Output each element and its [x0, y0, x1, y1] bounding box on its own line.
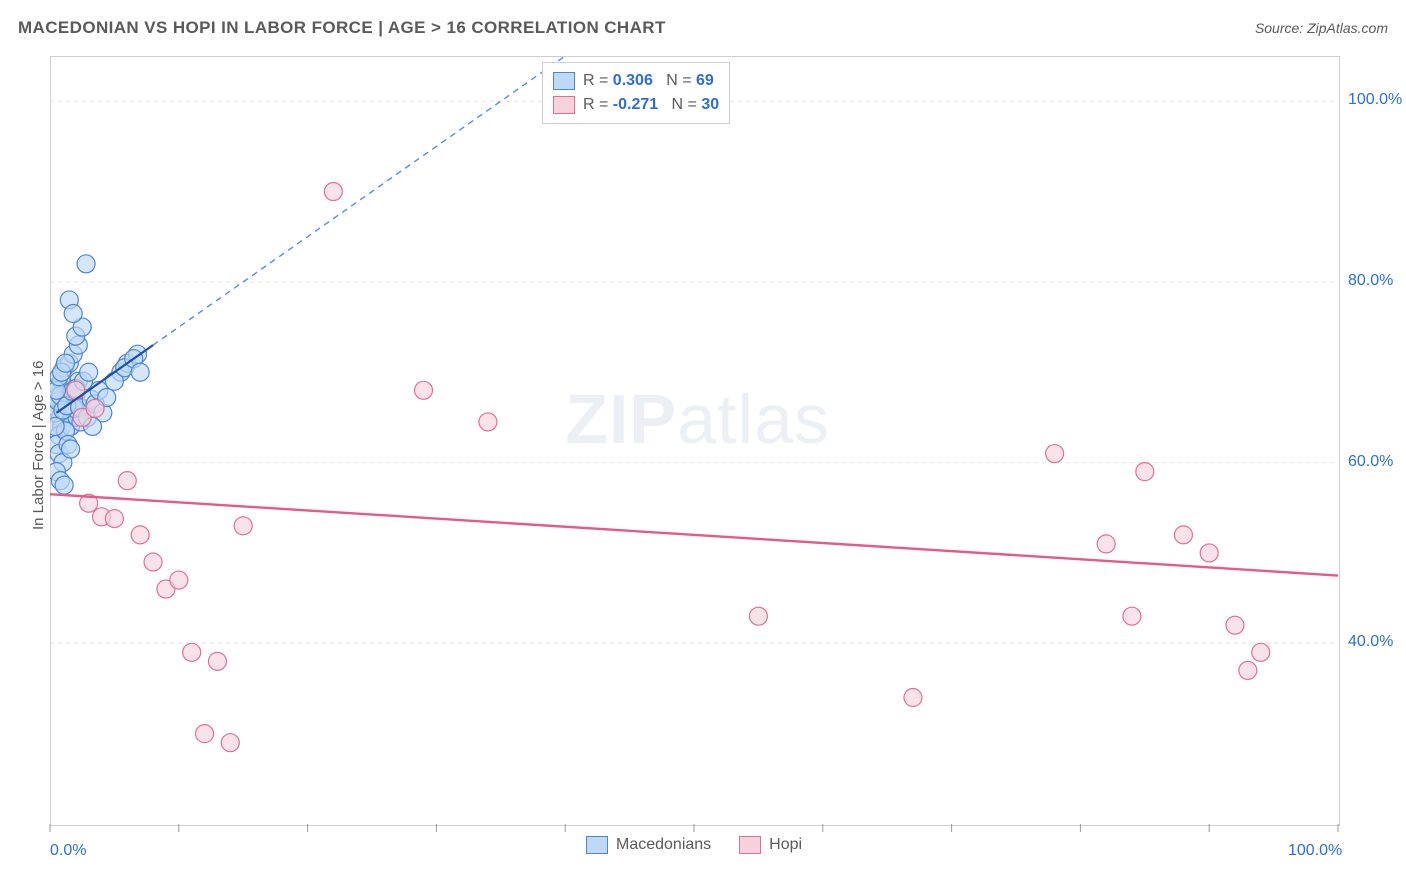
chart-source: Source: ZipAtlas.com	[1255, 20, 1388, 36]
y-tick-label: 40.0%	[1348, 633, 1393, 651]
legend-stats: R = 0.306 N = 69	[583, 72, 714, 90]
legend-swatch	[553, 72, 575, 90]
series-legend: Macedonians Hopi	[586, 836, 802, 854]
legend-stats: R = -0.271 N = 30	[583, 96, 719, 114]
legend-row: R = 0.306 N = 69	[553, 69, 719, 93]
x-tick-label: 0.0%	[50, 842, 86, 860]
chart-title: MACEDONIAN VS HOPI IN LABOR FORCE | AGE …	[18, 18, 666, 37]
series-swatch	[586, 836, 608, 854]
y-axis-label: In Labor Force | Age > 16	[30, 361, 47, 530]
plot-area	[50, 56, 1340, 826]
chart-header: MACEDONIAN VS HOPI IN LABOR FORCE | AGE …	[18, 18, 1388, 46]
y-tick-label: 100.0%	[1348, 91, 1402, 109]
correlation-legend: R = 0.306 N = 69 R = -0.271 N = 30	[542, 62, 730, 124]
series-name: Hopi	[769, 836, 802, 854]
x-tick-label: 100.0%	[1288, 842, 1342, 860]
series-name: Macedonians	[616, 836, 711, 854]
series-swatch	[739, 836, 761, 854]
series-legend-item: Macedonians	[586, 836, 711, 854]
y-tick-label: 60.0%	[1348, 453, 1393, 471]
series-legend-item: Hopi	[739, 836, 802, 854]
legend-swatch	[553, 96, 575, 114]
y-tick-label: 80.0%	[1348, 272, 1393, 290]
legend-row: R = -0.271 N = 30	[553, 93, 719, 117]
